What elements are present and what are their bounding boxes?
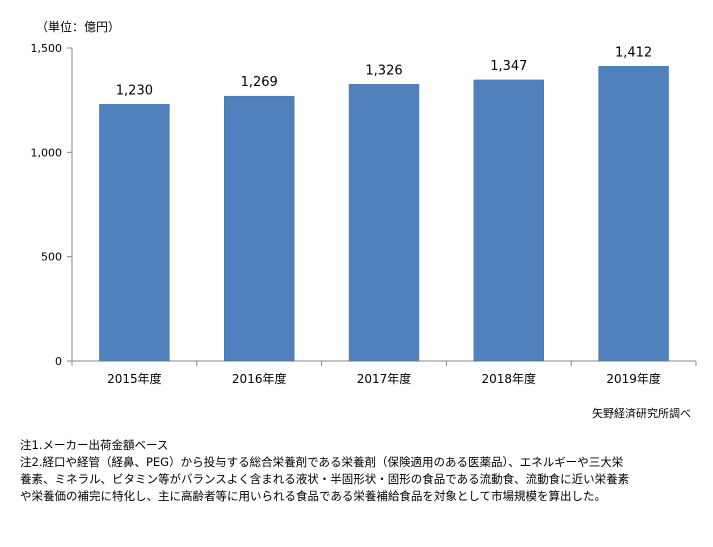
data-label: 1,269 <box>241 75 278 90</box>
y-tick-label: 0 <box>55 355 62 368</box>
y-tick-label: 1,000 <box>31 146 63 159</box>
bar <box>99 104 170 362</box>
chart-y-tick-labels: 0 500 1,000 1,500 <box>31 42 63 368</box>
footnote-1: 注1.メーカー出荷金額ベース <box>20 438 169 452</box>
y-tick-label: 500 <box>41 251 62 264</box>
x-tick-label: 2015年度 <box>107 371 162 386</box>
footnote-2-line-1: 注2.経口や経管（経鼻、PEG）から投与する総合栄養剤である栄養剤（保険適用のあ… <box>20 455 624 469</box>
y-tick-label: 1,500 <box>31 42 63 55</box>
x-tick-label: 2016年度 <box>232 371 287 386</box>
footnote-2-line-2: 養素、ミネラル、ビタミン等がバランスよく含まれる液状・半固形状・固形の食品である… <box>20 472 630 486</box>
data-label: 1,326 <box>365 63 402 78</box>
data-label: 1,412 <box>615 45 652 60</box>
chart-bars <box>99 66 669 362</box>
data-label: 1,347 <box>490 59 527 74</box>
x-tick-label: 2018年度 <box>482 371 537 386</box>
x-tick-label: 2019年度 <box>606 371 661 386</box>
x-tick-label: 2017年度 <box>357 371 412 386</box>
chart-x-tick-labels: 2015年度 2016年度 2017年度 2018年度 2019年度 <box>107 371 661 386</box>
source-note: 矢野経済研究所調べ <box>592 407 691 420</box>
unit-label: （単位：億円） <box>36 20 121 34</box>
bar <box>224 95 295 362</box>
bar <box>598 66 669 362</box>
footnote-2-line-3: や栄養価の補完に特化し、主に高齢者等に用いられる食品である栄養補給食品を対象とし… <box>20 489 607 503</box>
data-label: 1,230 <box>116 83 153 98</box>
bar <box>348 84 420 362</box>
bar <box>473 79 544 362</box>
footnotes: 注1.メーカー出荷金額ベース 注2.経口や経管（経鼻、PEG）から投与する総合栄… <box>20 437 700 505</box>
chart-data-labels: 1,230 1,269 1,326 1,347 1,412 <box>116 45 652 98</box>
